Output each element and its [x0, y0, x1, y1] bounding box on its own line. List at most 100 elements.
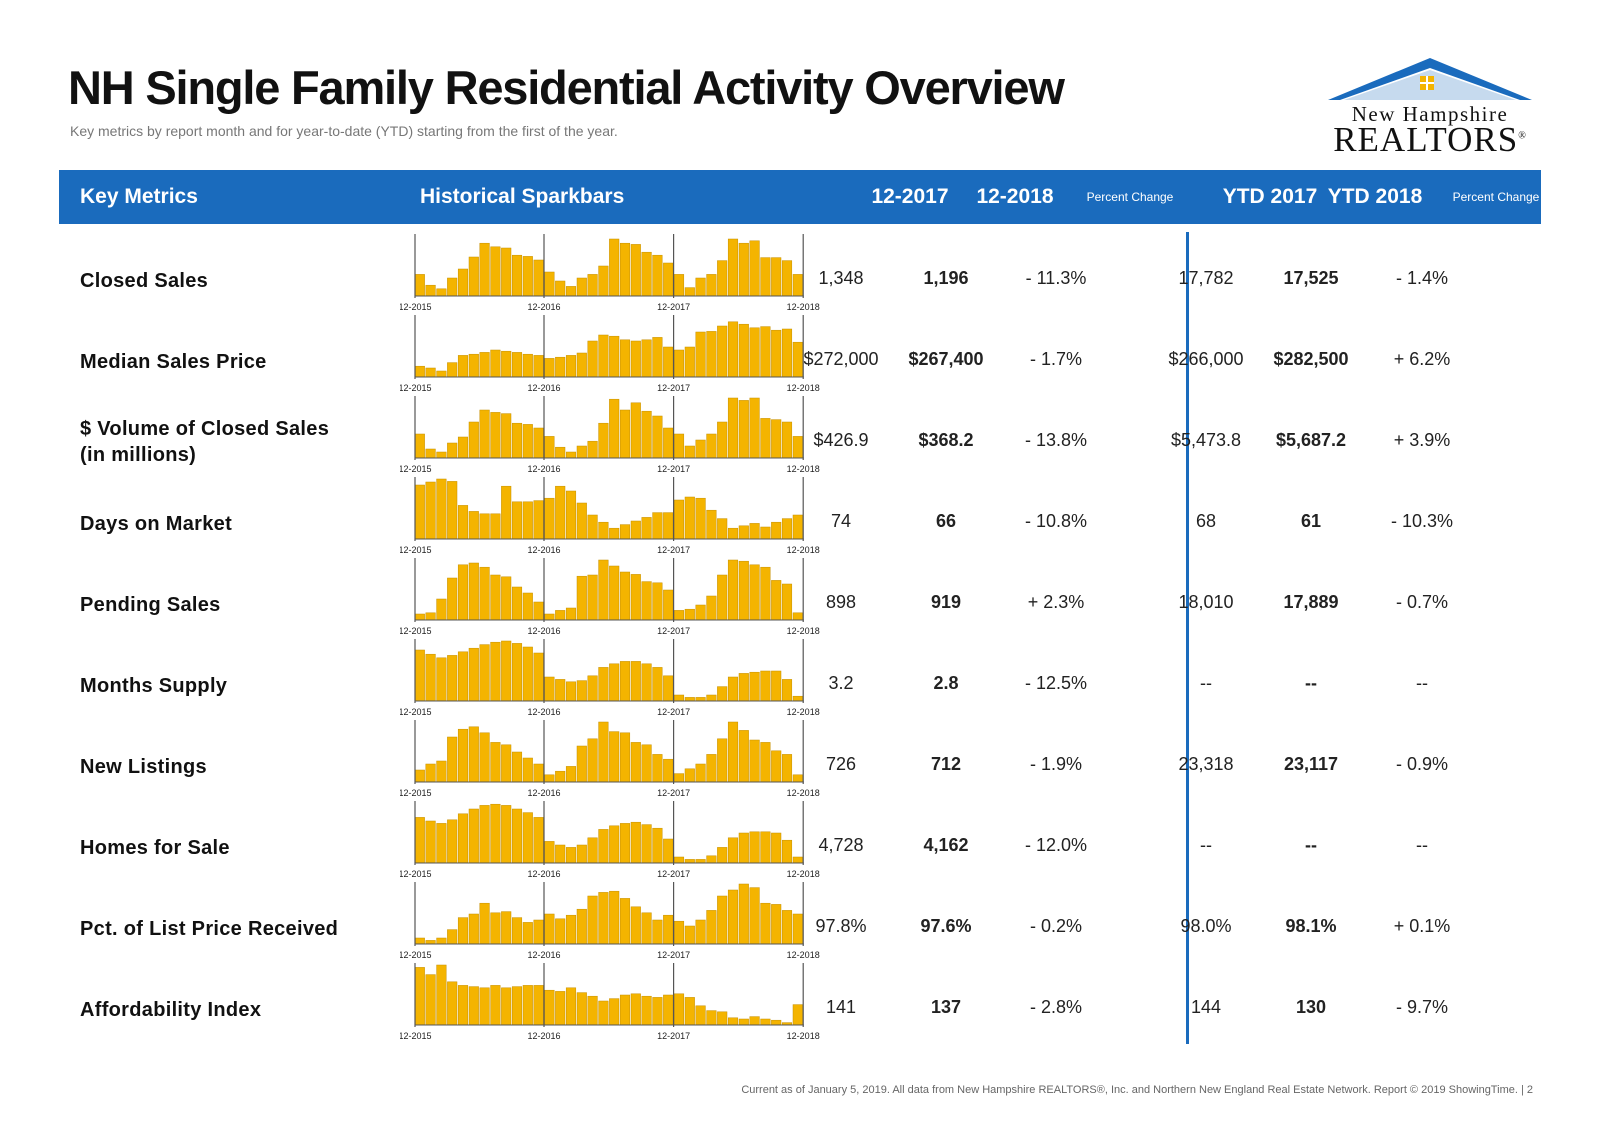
sparkbar-chart: 12-2015 12-2016 12-2017 12-2018 — [400, 477, 820, 555]
spark-bar — [576, 992, 587, 1026]
spark-bar — [663, 994, 674, 1026]
spark-bar — [555, 446, 566, 459]
spark-bar — [609, 398, 620, 459]
spark-bar — [630, 661, 641, 702]
spark-bar — [749, 671, 760, 702]
spark-bar — [490, 513, 501, 540]
spark-bar — [630, 993, 641, 1026]
spark-bar — [695, 697, 706, 702]
spark-bar — [652, 254, 663, 297]
spark-bar — [511, 586, 523, 621]
spark-tick-label: 12-2015 — [400, 788, 432, 798]
cell-v1: 97.8% — [815, 916, 867, 936]
col-sparkbars: Historical Sparkbars — [420, 185, 625, 208]
spark-bar — [587, 574, 598, 621]
spark-bar — [436, 598, 447, 621]
spark-bar — [436, 657, 447, 702]
spark-bar — [522, 256, 533, 297]
spark-bar — [501, 744, 512, 783]
spark-bar — [695, 763, 706, 783]
spark-bar — [695, 859, 706, 864]
spark-bar — [468, 421, 479, 459]
spark-tick-label: 12-2016 — [527, 788, 560, 798]
spark-bar — [414, 967, 425, 1026]
spark-bar — [673, 433, 685, 459]
spark-bar — [522, 922, 533, 945]
metric-label: Median Sales Price — [80, 351, 267, 373]
spark-bar — [587, 995, 598, 1026]
cell-ypct: - 0.9% — [1395, 754, 1449, 774]
spark-bar — [544, 497, 555, 540]
cell-v1: $426.9 — [813, 430, 869, 450]
spark-bar — [771, 419, 782, 459]
cell-pct: - 10.8% — [1024, 511, 1088, 531]
spark-tick-label: 12-2015 — [400, 545, 432, 555]
col-month-1: 12-2017 — [871, 185, 949, 208]
spark-bar — [695, 331, 706, 378]
cell-ypct: - 9.7% — [1395, 997, 1449, 1017]
spark-bar — [501, 911, 512, 945]
spark-bar — [663, 758, 674, 783]
spark-bar — [749, 831, 760, 864]
spark-bar — [479, 242, 490, 297]
cell-ypct: -- — [1416, 835, 1428, 855]
spark-tick-label: 12-2015 — [400, 1031, 432, 1041]
spark-bar — [490, 412, 501, 459]
sparkbar-chart: 12-2015 12-2016 12-2017 12-2018 — [400, 720, 820, 798]
spark-bar — [414, 433, 425, 459]
cell-ytd2: $5,687.2 — [1275, 430, 1347, 450]
col-percent-change: Percent Change — [1086, 190, 1174, 204]
spark-bar — [641, 995, 652, 1026]
footer-note: Current as of January 5, 2019. All data … — [741, 1084, 1533, 1096]
spark-bar — [792, 774, 803, 783]
metric-label: Closed Sales — [80, 270, 209, 292]
cell-ypct: - 1.4% — [1395, 268, 1449, 288]
spark-bar — [436, 823, 447, 864]
spark-bar — [641, 517, 652, 540]
spark-bar — [641, 912, 652, 945]
spark-bar — [749, 887, 760, 945]
spark-bar — [781, 583, 793, 621]
spark-bar — [479, 987, 490, 1026]
spark-bar — [738, 560, 749, 621]
spark-bar — [587, 837, 598, 864]
spark-bar — [695, 919, 706, 945]
spark-bar — [717, 260, 728, 297]
spark-bar — [598, 334, 609, 378]
spark-bar — [522, 812, 533, 864]
spark-bar — [641, 410, 652, 459]
spark-bar — [738, 323, 749, 378]
spark-bar — [587, 340, 598, 378]
cell-ypct: - 10.3% — [1390, 511, 1454, 531]
spark-bar — [576, 908, 587, 945]
cell-ytd2: $282,500 — [1273, 349, 1349, 369]
spark-bar — [792, 856, 803, 864]
table-row: Days on Market 74 66 - 10.8% 68 61 - 10.3% 12-2… — [0, 475, 1600, 555]
spark-bar — [414, 649, 425, 702]
spark-bar — [684, 859, 695, 864]
spark-bar — [436, 478, 447, 540]
spark-bar — [630, 574, 641, 621]
spark-bar — [587, 895, 598, 945]
spark-tick-label: 12-2015 — [400, 302, 432, 312]
spark-bar — [522, 757, 533, 783]
spark-bar — [738, 525, 749, 540]
spark-bar — [533, 817, 544, 864]
spark-bar — [695, 277, 706, 297]
spark-bar — [673, 349, 685, 378]
spark-bar — [652, 512, 663, 540]
ytd-divider — [1186, 232, 1189, 1044]
cell-ytd1: $5,473.8 — [1170, 430, 1242, 450]
cell-ypct: + 6.2% — [1393, 349, 1451, 369]
spark-tick-label: 12-2018 — [787, 302, 820, 312]
logo-text-line2: REALTORS® — [1333, 120, 1527, 159]
spark-bar — [511, 917, 523, 945]
spark-bar — [792, 695, 803, 702]
cell-v2: 2.8 — [933, 673, 959, 693]
spark-bar — [792, 341, 803, 378]
spark-bar — [792, 274, 803, 297]
spark-bar — [598, 1000, 609, 1026]
cell-v2: 4,162 — [923, 835, 969, 855]
table-row: Homes for Sale 4,728 4,162 - 12.0% -- -- -- 12-… — [0, 799, 1600, 879]
spark-bar — [511, 751, 523, 783]
